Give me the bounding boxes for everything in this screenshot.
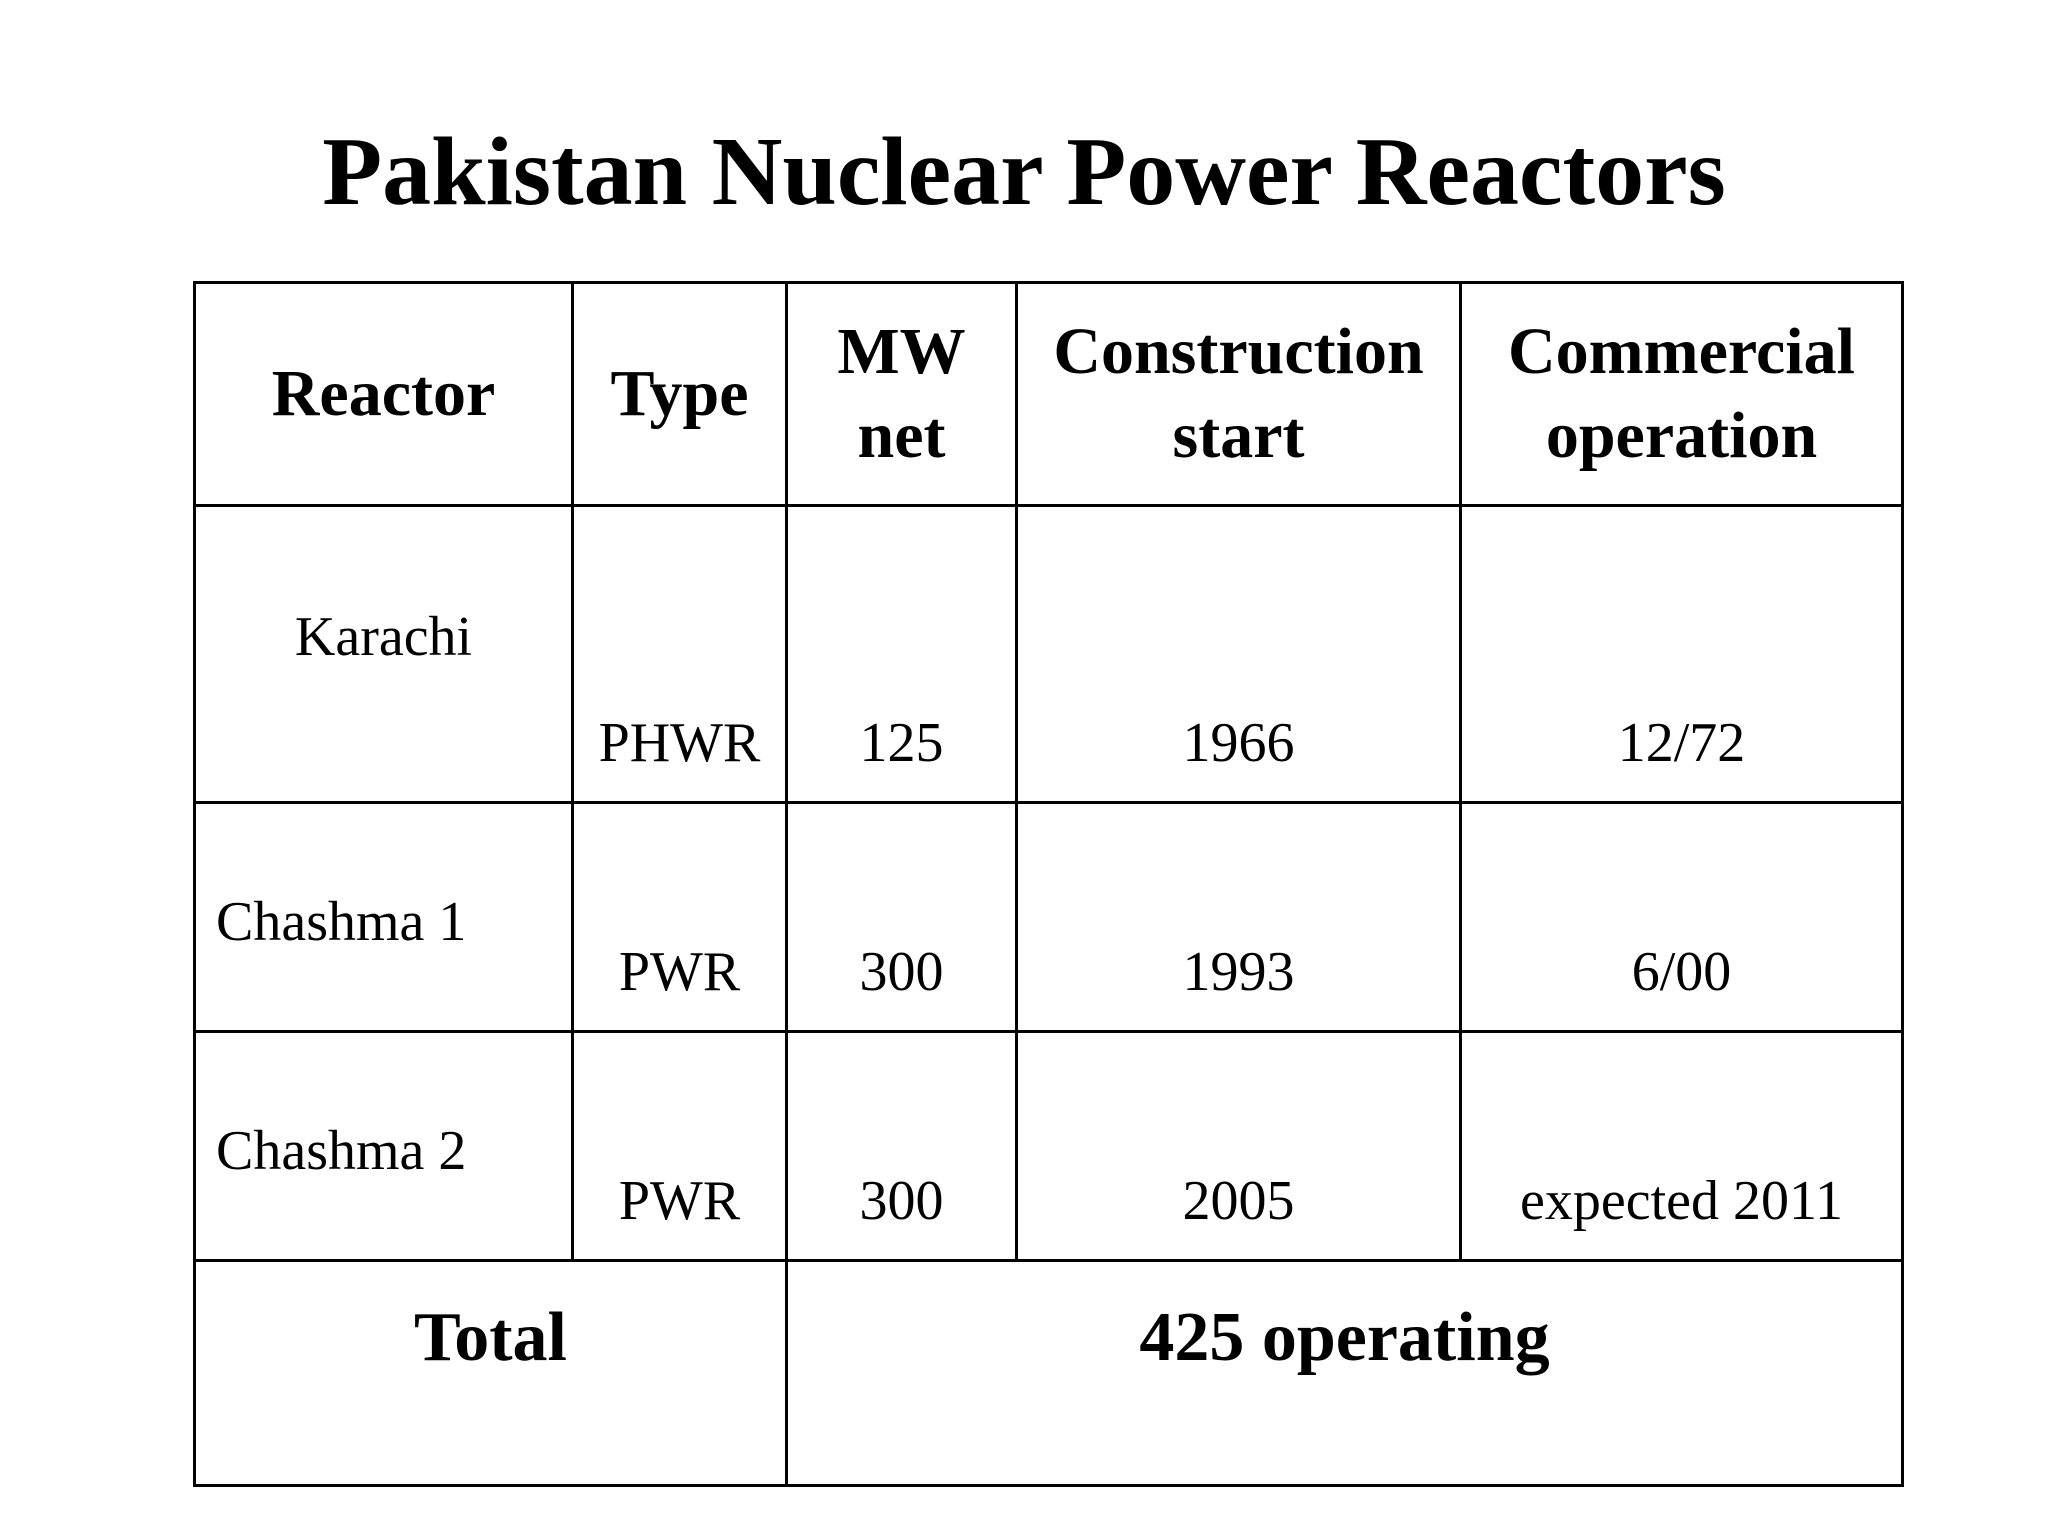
- table-row: Chashma 2 PWR 300 2005 expected 2011: [193, 1030, 1904, 1262]
- commercial-operation: 12/72: [1617, 712, 1746, 774]
- header-type: Type: [571, 281, 788, 507]
- total-label: Total: [413, 1299, 568, 1376]
- header-reactor: Reactor: [193, 281, 574, 507]
- construction-start: 1966: [1182, 712, 1295, 774]
- table-header-row: Reactor Type MW net Construction start C…: [193, 281, 1904, 507]
- mw-net-cell: 125: [785, 504, 1018, 804]
- construction-start-cell: 2005: [1015, 1030, 1462, 1262]
- reactor-name-cell: Karachi: [193, 504, 574, 804]
- commercial-operation-cell: expected 2011: [1459, 1030, 1904, 1262]
- mw-net: 125: [859, 712, 944, 774]
- reactor-type-cell: PHWR: [571, 504, 788, 804]
- header-construction-line1: Construction: [1053, 315, 1424, 388]
- reactor-name-cell: Chashma 1: [193, 801, 574, 1033]
- commercial-operation: expected 2011: [1520, 1170, 1843, 1232]
- reactor-type-cell: PWR: [571, 1030, 788, 1262]
- reactor-type: PWR: [618, 941, 741, 1003]
- construction-start-cell: 1966: [1015, 504, 1462, 804]
- commercial-operation-cell: 12/72: [1459, 504, 1904, 804]
- construction-start: 1993: [1182, 941, 1295, 1003]
- mw-net: 300: [859, 941, 944, 1003]
- table-row: Chashma 1 PWR 300 1993 6/00: [193, 801, 1904, 1033]
- reactor-name-cell: Chashma 2: [193, 1030, 574, 1262]
- reactor-type: PHWR: [598, 712, 761, 774]
- total-value: 425 operating: [1139, 1299, 1550, 1376]
- reactor-name: Karachi: [294, 606, 473, 668]
- commercial-operation-cell: 6/00: [1459, 801, 1904, 1033]
- table-row: Karachi PHWR 125 1966 12/72: [193, 504, 1904, 804]
- mw-net-cell: 300: [785, 1030, 1018, 1262]
- reactor-type: PWR: [618, 1170, 741, 1232]
- total-value-cell: 425 operating: [785, 1259, 1904, 1487]
- header-mw-net: MW net: [785, 281, 1018, 507]
- header-mw-line2: net: [857, 399, 946, 472]
- mw-net-cell: 300: [785, 801, 1018, 1033]
- header-construction-line2: start: [1172, 399, 1305, 472]
- construction-start-cell: 1993: [1015, 801, 1462, 1033]
- header-construction-start: Construction start: [1015, 281, 1462, 507]
- reactor-type-cell: PWR: [571, 801, 788, 1033]
- reactor-name: Chashma 2: [216, 1120, 467, 1182]
- construction-start: 2005: [1182, 1170, 1295, 1232]
- header-commercial-operation: Commercial operation: [1459, 281, 1904, 507]
- total-label-cell: Total: [193, 1259, 788, 1487]
- total-row: Total 425 operating: [193, 1259, 1904, 1487]
- header-commercial-line2: operation: [1545, 399, 1818, 472]
- header-mw-line1: MW: [837, 315, 966, 388]
- mw-net: 300: [859, 1170, 944, 1232]
- reactor-name: Chashma 1: [216, 891, 467, 953]
- slide-title: Pakistan Nuclear Power Reactors: [322, 118, 1726, 226]
- reactor-table: Reactor Type MW net Construction start C…: [193, 281, 1904, 1487]
- header-commercial-line1: Commercial: [1508, 315, 1855, 388]
- commercial-operation: 6/00: [1631, 941, 1732, 1003]
